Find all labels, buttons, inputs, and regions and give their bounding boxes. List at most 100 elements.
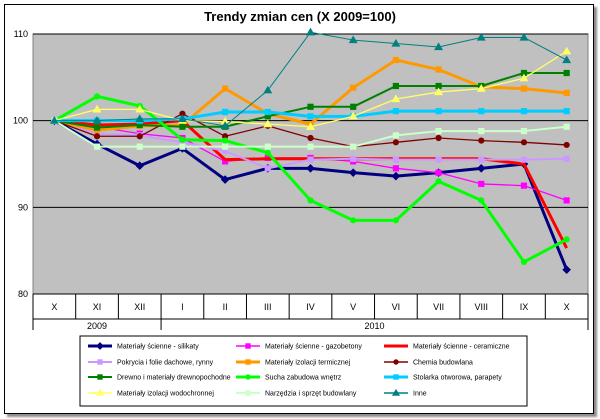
x-group-label: 2009 xyxy=(87,321,107,331)
data-point xyxy=(96,342,104,350)
data-point xyxy=(222,108,229,116)
x-tick-label: II xyxy=(223,302,228,312)
data-point xyxy=(49,116,59,124)
data-point xyxy=(393,374,399,380)
data-point xyxy=(563,197,570,204)
data-point xyxy=(562,55,572,64)
data-point xyxy=(392,139,399,146)
data-point xyxy=(563,236,570,243)
legend-label: Inne xyxy=(413,391,427,398)
data-point xyxy=(350,155,357,162)
chart-title: Trendy zmian cen (X 2009=100) xyxy=(204,9,396,24)
data-point xyxy=(264,165,271,172)
legend-entry: Materiały ścienne - silikaty xyxy=(88,342,199,351)
data-point xyxy=(222,85,229,92)
data-point xyxy=(245,359,251,365)
data-point xyxy=(563,89,570,97)
data-point xyxy=(93,133,101,140)
legend-label: Chemia budowlana xyxy=(413,360,473,367)
legend-entry: Drewno i materiały drewnopochodne xyxy=(88,374,231,382)
data-point xyxy=(97,374,103,380)
x-tick-label: IX xyxy=(520,302,529,312)
y-tick-label: 90 xyxy=(18,202,28,212)
x-tick-label: XI xyxy=(93,302,102,312)
legend-label: Drewno i materiały drewnopochodne xyxy=(117,375,231,382)
data-point xyxy=(348,35,358,44)
legend-entry: Inne xyxy=(384,388,427,398)
data-point xyxy=(245,390,251,396)
data-point xyxy=(434,87,444,96)
y-tick-label: 100 xyxy=(13,116,28,126)
data-point xyxy=(92,104,102,113)
data-point xyxy=(93,93,101,100)
data-point xyxy=(392,56,399,64)
x-tick-label: VII xyxy=(433,302,444,312)
legend-label: Pokrycia i folie dachowe, rynny xyxy=(117,360,214,367)
legend-entry: Materiały ścienne - gazobetony xyxy=(236,343,362,351)
x-tick-label: IV xyxy=(306,302,315,312)
legend-label: Sucha zabudowa wnętrz xyxy=(265,375,342,382)
data-point xyxy=(136,143,143,150)
legend-entry: Stolarka otworowa, parapety xyxy=(384,374,502,382)
data-point xyxy=(348,111,358,120)
data-point xyxy=(435,66,442,73)
data-point xyxy=(435,169,442,176)
data-point xyxy=(478,180,485,188)
x-tick-label: VI xyxy=(392,302,401,312)
data-point xyxy=(392,82,399,90)
data-point xyxy=(520,139,528,146)
data-point xyxy=(476,164,486,173)
legend-label: Stolarka otworowa, parapety xyxy=(413,375,502,382)
data-point xyxy=(519,32,529,41)
data-point xyxy=(306,164,315,173)
legend-label: Materiały izolacji termicznej xyxy=(265,360,351,367)
data-point xyxy=(563,123,570,130)
data-point xyxy=(220,121,230,129)
data-point xyxy=(307,197,314,204)
legend-entry: Pokrycia i folie dachowe, rynny xyxy=(88,359,214,367)
data-point xyxy=(245,343,251,349)
data-point xyxy=(476,84,486,92)
data-point xyxy=(264,143,271,150)
data-point xyxy=(307,143,314,150)
data-point xyxy=(93,124,101,131)
data-point xyxy=(392,108,399,115)
data-point xyxy=(222,143,229,150)
legend-label: Narzędzia i sprzęt budowlany xyxy=(265,391,357,398)
data-point xyxy=(562,46,572,55)
data-point xyxy=(435,108,442,115)
data-point xyxy=(478,137,485,144)
data-point xyxy=(220,175,230,184)
data-point xyxy=(391,171,401,181)
data-point xyxy=(392,165,399,172)
legend-entry: Sucha zabudowa wnętrz xyxy=(236,374,342,382)
data-point xyxy=(392,132,399,139)
data-point xyxy=(307,103,314,110)
data-point xyxy=(476,32,486,41)
y-tick-label: 110 xyxy=(14,29,28,39)
data-point xyxy=(563,155,570,162)
data-point xyxy=(264,108,271,116)
x-tick-label: VIII xyxy=(475,302,489,312)
data-point xyxy=(350,143,357,150)
legend-label: Materiały ścienne - silikaty xyxy=(117,344,199,351)
data-point xyxy=(478,156,485,163)
data-point xyxy=(520,156,528,163)
data-point xyxy=(435,134,442,142)
data-point xyxy=(393,359,399,365)
x-tick-label: XII xyxy=(134,302,145,312)
data-point xyxy=(179,136,186,143)
legend-label: Materiały ścienne - gazobetony xyxy=(265,344,362,351)
data-point xyxy=(135,161,145,171)
data-point xyxy=(92,116,102,124)
data-point xyxy=(307,156,314,163)
plot-area xyxy=(32,33,589,295)
data-point xyxy=(391,388,401,396)
data-point xyxy=(434,42,444,51)
data-point xyxy=(307,113,314,120)
data-point xyxy=(520,258,528,266)
data-point xyxy=(177,114,187,123)
data-point xyxy=(222,137,229,144)
legend-entry: Materiały izolacji termicznej xyxy=(236,359,351,367)
data-point xyxy=(306,27,315,36)
